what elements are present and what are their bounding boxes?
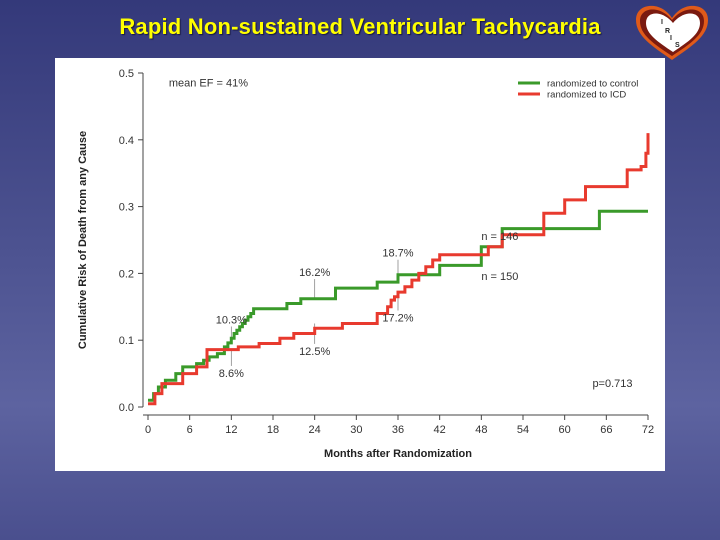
logo-letter: R xyxy=(665,28,670,35)
x-tick-label: 18 xyxy=(267,424,279,436)
x-tick-label: 54 xyxy=(517,424,529,436)
x-tick-label: 72 xyxy=(642,424,654,436)
y-tick-label: 0.0 xyxy=(119,402,134,414)
legend-label: randomized to ICD xyxy=(547,90,626,101)
annotation-label: 12.5% xyxy=(299,346,330,358)
logo-letter: I xyxy=(670,35,672,42)
y-tick-label: 0.3 xyxy=(119,202,134,214)
heart-logo-inner xyxy=(646,13,700,52)
annotation-label: 18.7% xyxy=(382,248,413,260)
annotation-label: p=0.713 xyxy=(592,378,632,390)
series-line-icd xyxy=(148,133,650,406)
series-group xyxy=(148,133,650,406)
x-tick-label: 30 xyxy=(350,424,362,436)
annotation-label: 8.6% xyxy=(219,368,244,380)
x-tick-label: 42 xyxy=(434,424,446,436)
x-tick-label: 60 xyxy=(559,424,571,436)
annotation-label: 17.2% xyxy=(382,312,413,324)
annotation-label: n = 150 xyxy=(481,271,518,283)
series-line-control xyxy=(148,209,648,402)
heart-logo: I R I S xyxy=(636,5,708,60)
x-tick-label: 0 xyxy=(145,424,151,436)
slide-title: Rapid Non-sustained Ventricular Tachycar… xyxy=(119,14,601,39)
annotation-label: 16.2% xyxy=(299,267,330,279)
logo-letter: I xyxy=(661,19,663,26)
y-tick-label: 0.5 xyxy=(119,68,134,80)
x-axis-label: Months after Randomization xyxy=(324,448,472,460)
x-tick-label: 48 xyxy=(475,424,487,436)
x-tick-label: 24 xyxy=(309,424,321,436)
x-ticks: 0 6 12 18 24 30 36 42 48 54 60 66 72 xyxy=(145,415,654,436)
y-tick-label: 0.1 xyxy=(119,335,134,347)
annotations: mean EF = 41% 10.3% 8.6% 16.2% 12.5% 18.7% 17.… xyxy=(169,77,633,390)
km-chart: 0.0 0.1 0.2 0.3 0.4 0.5 0 6 12 18 24 30 36 42 48 54 60 6… xyxy=(77,68,654,460)
annotation-label: mean EF = 41% xyxy=(169,77,248,89)
x-tick-label: 6 xyxy=(187,424,193,436)
annotation-label: 10.3% xyxy=(216,315,247,327)
x-tick-label: 66 xyxy=(600,424,612,436)
y-ticks: 0.0 0.1 0.2 0.3 0.4 0.5 xyxy=(119,68,143,414)
x-tick-label: 36 xyxy=(392,424,404,436)
x-tick-label: 12 xyxy=(225,424,237,436)
logo-letter: S xyxy=(675,42,680,49)
chart-panel: 0.0 0.1 0.2 0.3 0.4 0.5 0 6 12 18 24 30 36 42 48 54 60 6… xyxy=(55,58,665,471)
annotation-label: n = 146 xyxy=(481,231,518,243)
legend-label: randomized to control xyxy=(547,79,638,90)
y-tick-label: 0.4 xyxy=(119,135,134,147)
y-axis-label: Cumulative Risk of Death from any Cause xyxy=(77,131,89,349)
y-tick-label: 0.2 xyxy=(119,268,134,280)
